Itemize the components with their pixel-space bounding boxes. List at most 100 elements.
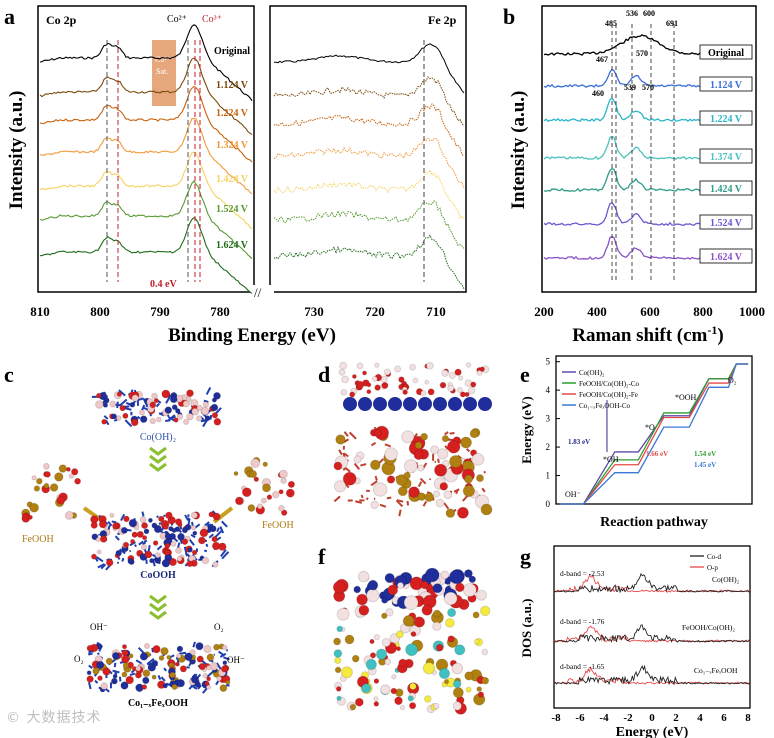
atom xyxy=(336,625,344,633)
g-legend-op: O-p xyxy=(707,564,718,572)
bond xyxy=(205,387,212,395)
bond xyxy=(348,431,357,440)
atom xyxy=(369,652,377,659)
atom xyxy=(171,527,177,534)
satellite-region xyxy=(152,40,176,106)
b-tick-800: 800 xyxy=(693,304,713,319)
atom xyxy=(351,654,360,663)
raman-peak-691: 691 xyxy=(666,19,678,28)
bond xyxy=(114,671,118,676)
co2p-title: Co 2p xyxy=(46,13,77,27)
e-species-ohm: OH⁻ xyxy=(565,490,581,499)
e-legend-0: Co(OH)₂ xyxy=(579,369,605,377)
panel-b-frame xyxy=(541,5,757,293)
panel-b-label: b xyxy=(503,4,515,29)
atom xyxy=(225,679,231,685)
atom xyxy=(212,512,221,521)
atom xyxy=(256,503,263,510)
atom xyxy=(175,547,182,554)
atom xyxy=(192,530,198,536)
dos-op-curve xyxy=(553,625,751,643)
atom xyxy=(162,523,169,531)
bond xyxy=(188,683,195,690)
atom xyxy=(356,593,369,606)
g-tick-2: 2 xyxy=(673,712,679,724)
raman-series-label: 1.424 V xyxy=(710,184,743,195)
atom xyxy=(56,495,66,505)
atom xyxy=(152,644,161,654)
atom xyxy=(234,496,244,506)
atom xyxy=(253,476,260,483)
bond xyxy=(462,495,469,502)
g-xlabel: Energy (eV) xyxy=(616,725,689,738)
atom xyxy=(333,637,342,646)
a-tick-800: 800 xyxy=(90,304,110,319)
bond xyxy=(342,452,346,458)
bond xyxy=(214,529,223,538)
bond xyxy=(138,540,144,546)
atom xyxy=(90,553,98,560)
bond xyxy=(187,518,191,526)
atom xyxy=(381,637,391,648)
bond xyxy=(103,415,109,420)
atom xyxy=(169,395,178,404)
fe2p-title: Fe 2p xyxy=(428,13,457,27)
g-tick-0: 0 xyxy=(649,712,655,724)
atom xyxy=(43,482,50,489)
raman-label-box xyxy=(699,180,753,196)
bond xyxy=(447,438,454,442)
xps-series-label: 1.424 V xyxy=(216,174,249,185)
atom xyxy=(413,449,424,461)
cooh-structure xyxy=(90,510,230,571)
atom xyxy=(95,392,102,399)
atom xyxy=(443,591,458,606)
atom xyxy=(422,662,436,675)
atom xyxy=(335,434,346,445)
e-gap-2: 1.66 eV xyxy=(646,450,668,458)
atom xyxy=(424,567,440,583)
atom xyxy=(136,530,145,539)
atom xyxy=(439,482,449,491)
bond xyxy=(370,441,377,447)
raman-peak-467: 467 xyxy=(596,55,608,64)
panel-a-label: a xyxy=(4,4,15,29)
atom xyxy=(373,701,380,707)
bond xyxy=(142,541,147,545)
bond xyxy=(428,478,432,481)
bond xyxy=(355,500,363,504)
atom xyxy=(430,445,440,455)
bond xyxy=(379,503,387,508)
a-ylabel: Intensity (a.u.) xyxy=(6,91,27,210)
c-label-right: FeOOH xyxy=(262,520,294,531)
bond xyxy=(221,551,230,560)
atom xyxy=(384,447,399,462)
xps-curves xyxy=(39,24,465,294)
raman-series-label: 1.124 V xyxy=(710,80,743,91)
atom xyxy=(149,417,157,425)
atom xyxy=(202,672,209,679)
atom xyxy=(111,651,120,660)
bond xyxy=(444,431,449,436)
bond xyxy=(483,470,487,474)
atom xyxy=(142,669,151,678)
atom xyxy=(285,488,295,498)
atom xyxy=(115,549,123,557)
bond xyxy=(338,449,343,456)
raman-series-labels: Original 1.124 V 1.224 V 1.374 V 1.424 V 1.52… xyxy=(699,44,753,264)
atom xyxy=(432,583,443,594)
e-ytick-label: 0 xyxy=(546,499,551,509)
raman-label-box xyxy=(699,148,753,164)
atom xyxy=(165,511,173,520)
atom xyxy=(395,474,408,486)
panel-e-label: e xyxy=(520,362,530,387)
atom xyxy=(340,389,348,396)
atom xyxy=(470,381,477,388)
atom xyxy=(166,654,172,661)
co-atom xyxy=(373,397,387,411)
bond xyxy=(163,514,166,518)
atom xyxy=(120,526,129,535)
raman-series-label: 1.224 V xyxy=(710,114,743,125)
atom xyxy=(186,412,194,421)
atom xyxy=(412,377,419,384)
atom xyxy=(472,611,480,619)
